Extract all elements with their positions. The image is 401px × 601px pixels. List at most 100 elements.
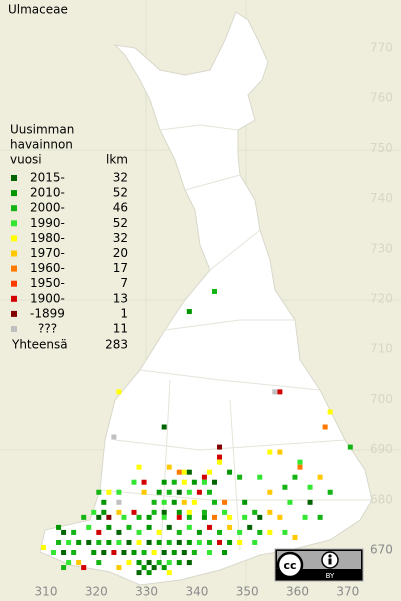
occurrence-square xyxy=(116,499,122,505)
legend-swatch xyxy=(11,310,17,317)
occurrence-square xyxy=(161,499,167,505)
legend-swatch xyxy=(11,265,17,272)
occurrence-square xyxy=(116,509,122,515)
occurrence-square xyxy=(146,570,152,576)
y-tick-label: 680 xyxy=(370,492,393,506)
x-tick-label: 370 xyxy=(336,585,359,599)
occurrence-square xyxy=(267,529,273,535)
occurrence-square xyxy=(101,509,107,515)
occurrence-square xyxy=(166,560,172,566)
occurrence-square xyxy=(146,524,152,530)
occurrence-square xyxy=(287,499,293,505)
legend-header: vuosi xyxy=(10,153,42,167)
occurrence-square xyxy=(81,514,87,520)
occurrence-square xyxy=(56,524,62,530)
legend-count: 1 xyxy=(120,306,128,320)
occurrence-square xyxy=(307,484,313,490)
legend-label: 1990- xyxy=(30,216,65,230)
y-tick-label: 760 xyxy=(370,91,393,105)
occurrence-square xyxy=(106,514,112,520)
cc-icon xyxy=(276,551,304,579)
occurrence-square xyxy=(151,509,157,515)
occurrence-square xyxy=(131,550,137,555)
occurrence-square xyxy=(201,509,207,515)
occurrence-square xyxy=(161,565,167,571)
occurrence-square xyxy=(191,479,197,485)
occurrence-square xyxy=(126,560,132,566)
occurrence-square xyxy=(151,550,157,555)
occurrence-square xyxy=(237,539,243,545)
map-title: Ulmaceae xyxy=(8,3,68,17)
occurrence-square xyxy=(146,560,152,566)
occurrence-square xyxy=(156,489,162,495)
occurrence-square xyxy=(292,474,298,480)
y-tick-label: 730 xyxy=(370,241,393,255)
occurrence-square xyxy=(91,509,97,515)
legend-count: 17 xyxy=(113,261,128,275)
occurrence-square xyxy=(156,529,162,535)
occurrence-square xyxy=(247,524,253,530)
occurrence-square xyxy=(121,514,127,520)
occurrence-squares xyxy=(40,288,353,576)
occurrence-square xyxy=(217,459,223,465)
occurrence-square xyxy=(126,524,132,530)
occurrence-square xyxy=(141,479,147,485)
occurrence-square xyxy=(176,469,182,475)
legend-count: 32 xyxy=(113,231,128,245)
x-tick-label: 330 xyxy=(135,585,158,599)
occurrence-square xyxy=(257,514,263,520)
occurrence-square xyxy=(327,489,333,495)
legend-count: 7 xyxy=(120,276,128,290)
occurrence-square xyxy=(317,514,323,520)
occurrence-square xyxy=(176,509,182,515)
legend-swatch xyxy=(11,205,17,212)
occurrence-square xyxy=(116,389,122,395)
occurrence-square xyxy=(196,539,202,545)
occurrence-square xyxy=(51,550,57,555)
occurrence-square xyxy=(176,560,182,566)
occurrence-square xyxy=(61,529,67,535)
occurrence-square xyxy=(272,389,278,395)
legend-swatch xyxy=(11,250,17,257)
occurrence-square xyxy=(347,444,353,450)
legend-header: havainnon xyxy=(10,138,73,152)
occurrence-square xyxy=(201,474,207,480)
occurrence-square xyxy=(257,474,263,480)
occurrence-square xyxy=(166,570,172,576)
occurrence-square xyxy=(211,514,217,520)
occurrence-square xyxy=(242,514,248,520)
occurrence-square xyxy=(96,560,102,566)
occurrence-square xyxy=(206,489,212,495)
occurrence-square xyxy=(136,539,142,545)
occurrence-square xyxy=(141,489,147,495)
occurrence-square xyxy=(181,499,187,505)
occurrence-square xyxy=(166,464,172,470)
occurrence-square xyxy=(277,449,283,455)
occurrence-square xyxy=(136,560,142,566)
occurrence-square xyxy=(131,509,137,515)
y-tick-label: 720 xyxy=(370,292,393,306)
occurrence-square xyxy=(71,529,77,535)
legend-swatch xyxy=(11,280,17,287)
occurrence-square xyxy=(96,489,102,495)
occurrence-square xyxy=(227,469,233,475)
occurrence-square xyxy=(66,539,72,545)
legend-swatch xyxy=(11,220,17,227)
legend-swatch xyxy=(11,175,17,181)
legend-label: 1950- xyxy=(30,276,65,290)
occurrence-square xyxy=(181,469,187,475)
occurrence-square xyxy=(96,539,102,545)
y-tick-label: 670 xyxy=(370,543,393,557)
occurrence-square xyxy=(237,474,243,480)
occurrence-square xyxy=(242,499,248,505)
occurrence-square xyxy=(227,539,233,545)
legend-label: 1960- xyxy=(30,261,65,275)
y-tick-label: 710 xyxy=(370,342,393,356)
occurrence-square xyxy=(86,539,92,545)
legend-header: Uusimman xyxy=(10,123,74,137)
occurrence-square xyxy=(327,409,333,415)
occurrence-square xyxy=(141,565,147,571)
occurrence-square xyxy=(121,550,127,555)
by-icon-head xyxy=(328,554,332,558)
legend-label: 1900- xyxy=(30,291,65,305)
